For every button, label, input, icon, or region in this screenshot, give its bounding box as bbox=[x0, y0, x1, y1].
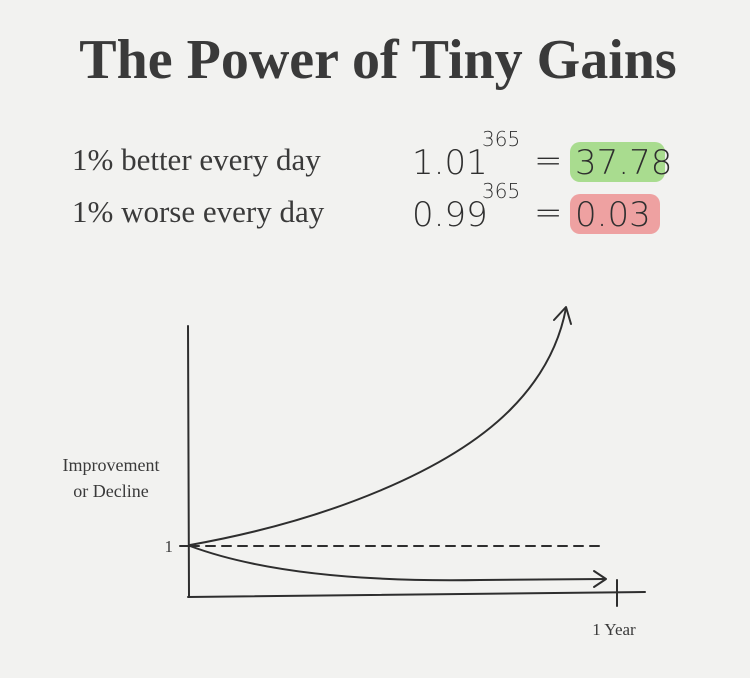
title: The Power of Tiny Gains bbox=[79, 29, 676, 91]
x-tick-label: 1 Year bbox=[592, 620, 636, 639]
equation-label: 1% better every day bbox=[72, 142, 321, 177]
improvement-curve bbox=[189, 307, 567, 546]
equation-exponent: 365 bbox=[482, 179, 520, 203]
equation-label: 1% worse every day bbox=[72, 194, 325, 229]
arrow-head bbox=[593, 570, 607, 588]
equation-base: 0.99 bbox=[412, 195, 488, 235]
equation-exponent: 365 bbox=[482, 127, 520, 151]
equation-result: 0.03 bbox=[575, 195, 651, 235]
x-axis bbox=[187, 591, 646, 598]
y-axis bbox=[187, 325, 190, 598]
equation-equals: = bbox=[534, 193, 563, 233]
result-highlight bbox=[570, 194, 660, 234]
y-axis-label: Improvement bbox=[63, 455, 160, 475]
graph: Improvement or Decline 1 1 Year bbox=[63, 306, 646, 639]
arrow-head bbox=[553, 306, 572, 325]
y-axis-label: or Decline bbox=[73, 481, 148, 501]
y-tick-label: 1 bbox=[165, 537, 174, 556]
equation-result: 37.78 bbox=[575, 143, 672, 183]
equation-equals: = bbox=[534, 141, 563, 181]
result-highlight bbox=[570, 142, 665, 182]
decline-curve bbox=[189, 545, 606, 582]
equation-base: 1.01 bbox=[412, 143, 488, 183]
